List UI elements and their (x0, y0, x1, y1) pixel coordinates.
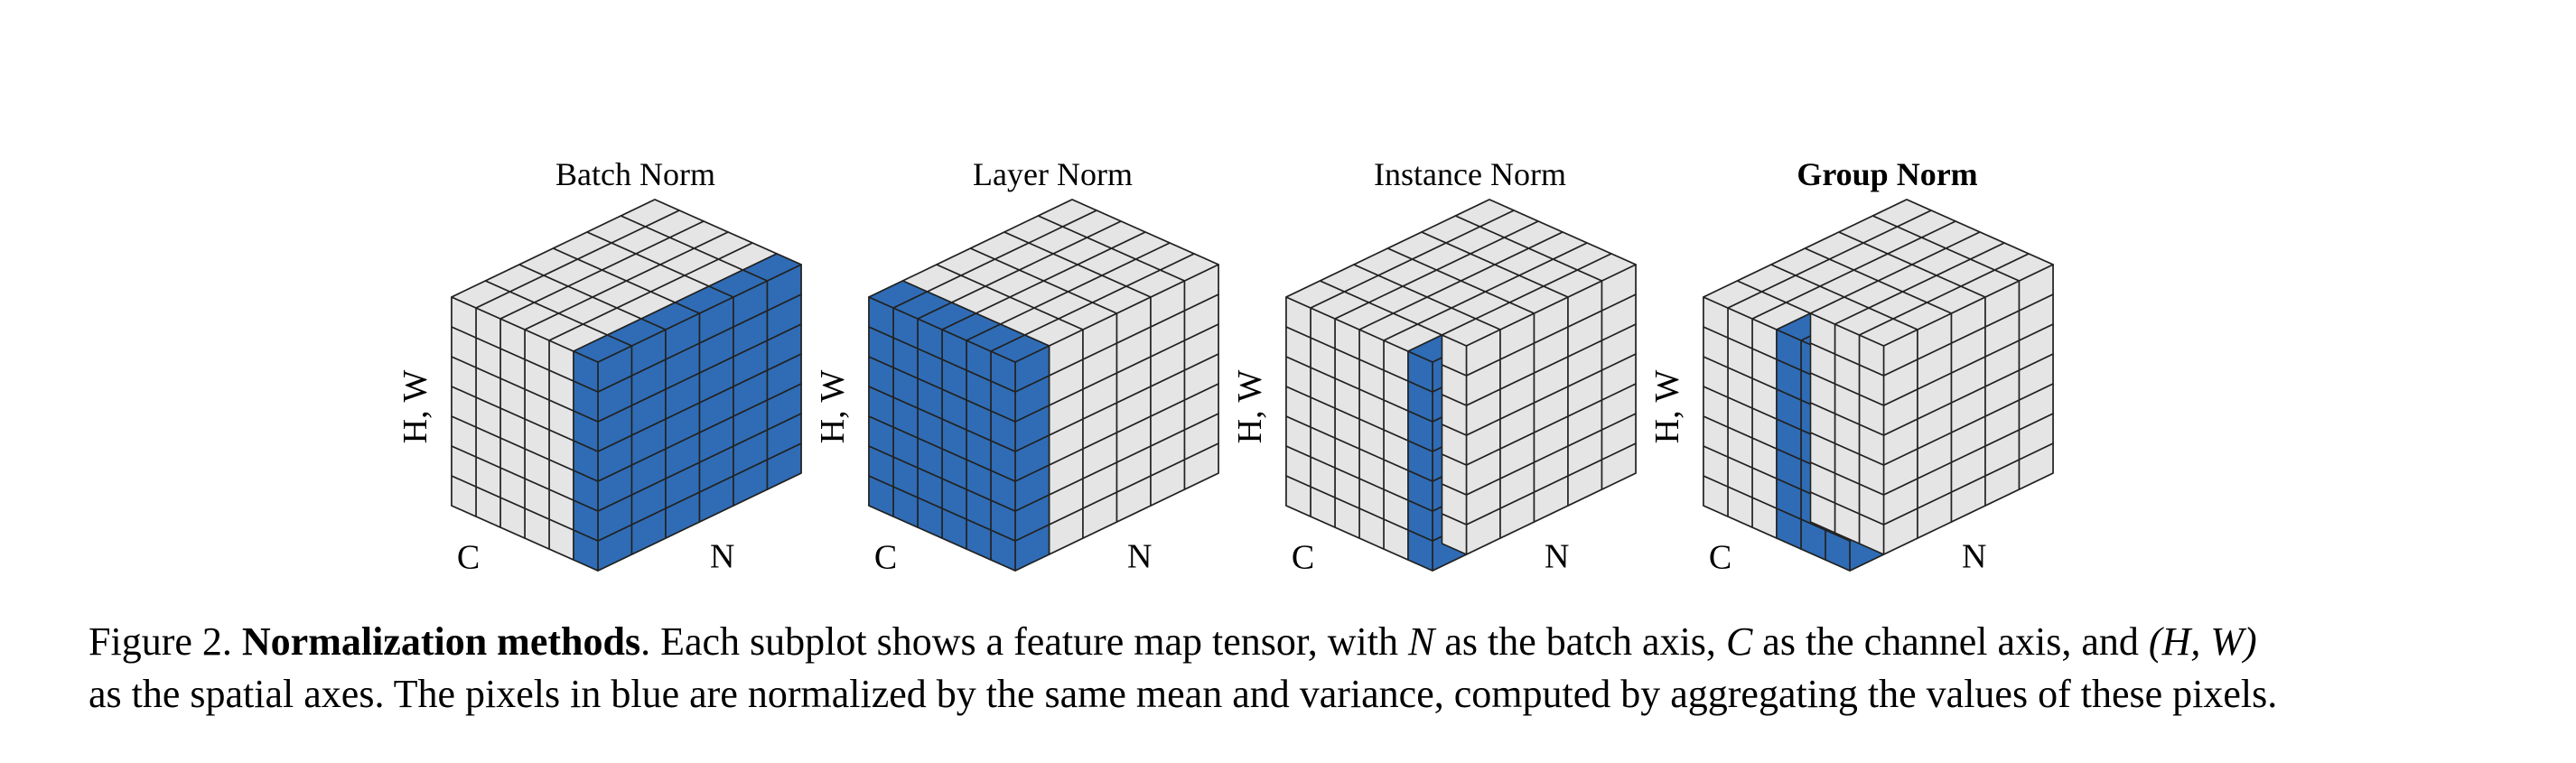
tensor-rest-b-top-cell (1945, 231, 2005, 260)
axis-label-n: N (1545, 538, 1569, 576)
caption-prefix: Figure 2. (89, 619, 242, 664)
axis-label-c: C (457, 539, 480, 577)
panel-title: Instance Norm (1374, 156, 1566, 192)
caption-text-1: . Each subplot shows a feature map tenso… (640, 619, 1408, 664)
tensor-rest-b-top-cell (1576, 253, 1637, 282)
cube-panel-4 (1703, 199, 2054, 572)
tensor-rest-top-cell (1454, 199, 1515, 228)
tensor-rest-top-cell (1037, 199, 1097, 228)
tensor-rest-top-cell (620, 199, 680, 228)
tensor-hl-top-cell (742, 253, 802, 282)
axis-label-hw: H, W (814, 370, 852, 444)
panel-title: Layer Norm (973, 156, 1133, 192)
axis-label-hw: H, W (1231, 370, 1269, 444)
cube-panel-1 (451, 199, 802, 572)
figure-caption: Figure 2. Normalization methods. Each su… (89, 616, 2527, 721)
caption-math-c: C (1725, 619, 1753, 664)
cube-panel-2 (868, 199, 1219, 572)
caption-line-2: as the spatial axes. The pixels in blue … (89, 672, 2278, 716)
caption-line-1: Figure 2. Normalization methods. Each su… (89, 616, 2527, 668)
panel-title: Group Norm (1797, 156, 1977, 192)
axis-label-hw: H, W (397, 370, 434, 444)
caption-text-2: as the batch axis, (1434, 619, 1726, 664)
cube-panel-3 (1285, 199, 1637, 572)
tensor-hl-top-cell (868, 280, 929, 309)
axis-label-c: C (1292, 539, 1314, 577)
caption-text-3: as the channel axis, and (1752, 619, 2149, 664)
caption-math-hw: (H, W) (2148, 619, 2257, 664)
axis-label-c: C (874, 539, 897, 577)
axis-label-c: C (1709, 539, 1731, 577)
axis-label-n: N (710, 538, 734, 576)
caption-math-n: N (1408, 619, 1435, 664)
caption-bold-title: Normalization methods (241, 619, 641, 664)
axis-label-hw: H, W (1648, 370, 1686, 444)
tensor-rest-top-cell (1871, 199, 1932, 228)
axis-label-n: N (1962, 538, 1986, 576)
panel-title: Batch Norm (555, 156, 715, 192)
normalization-figure: Batch Norm C N H, W Layer Norm C N H, W Instance… (397, 156, 2054, 577)
axis-label-n: N (1127, 538, 1152, 576)
